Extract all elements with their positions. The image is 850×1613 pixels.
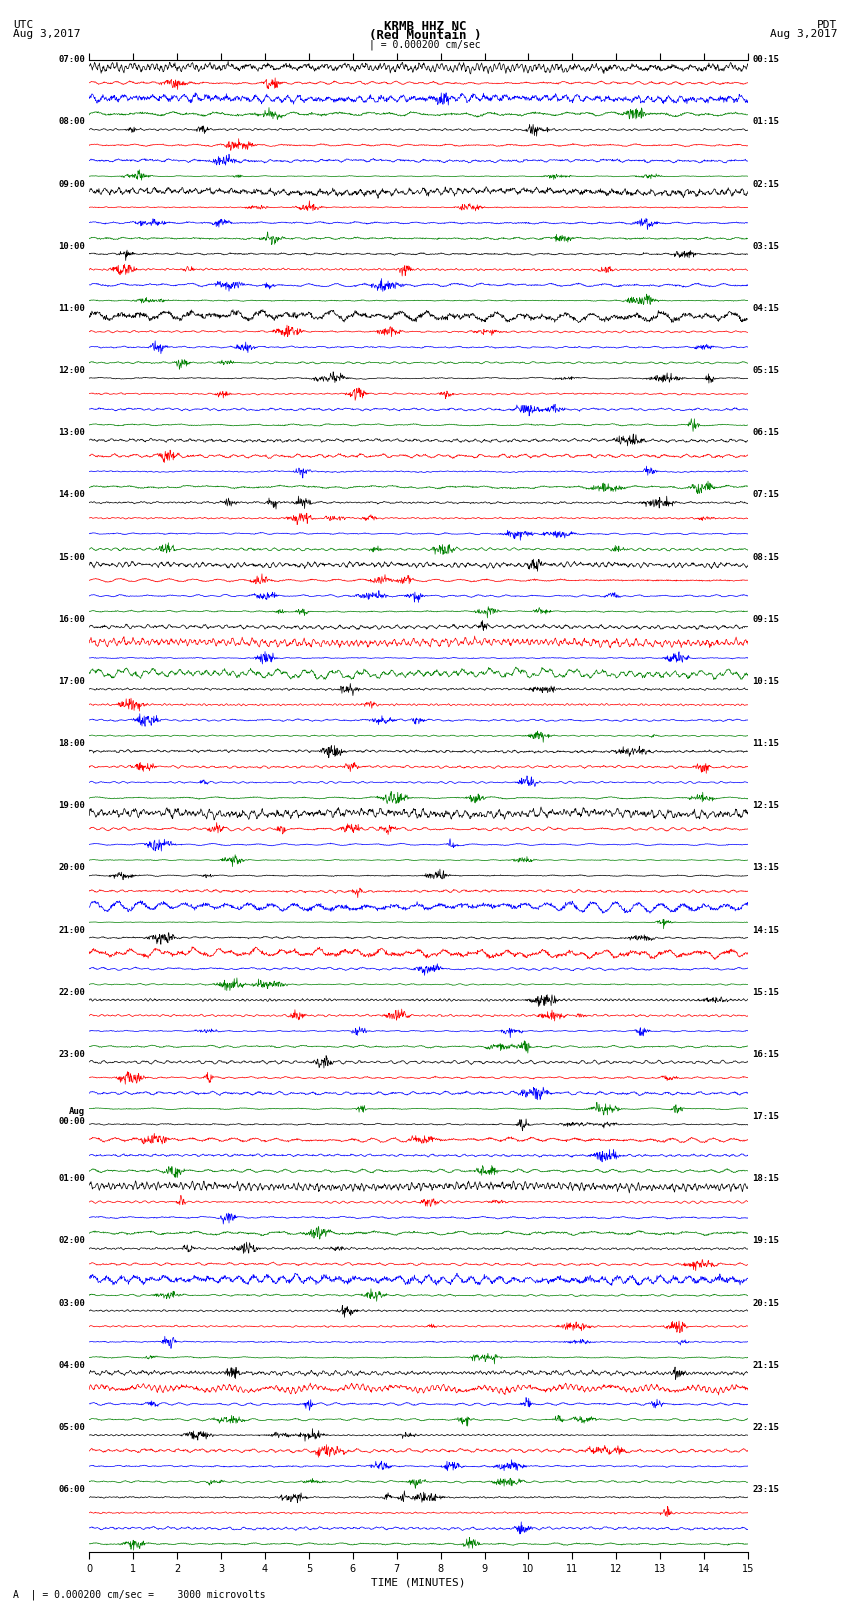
Text: 07:15: 07:15	[752, 490, 779, 500]
Text: 13:15: 13:15	[752, 863, 779, 873]
Text: 15:15: 15:15	[752, 987, 779, 997]
Text: 22:00: 22:00	[58, 987, 85, 997]
Text: 12:15: 12:15	[752, 802, 779, 810]
Text: 21:00: 21:00	[58, 926, 85, 934]
Text: 04:00: 04:00	[58, 1361, 85, 1369]
Text: 15:00: 15:00	[58, 553, 85, 561]
Text: 05:00: 05:00	[58, 1423, 85, 1432]
Text: 03:00: 03:00	[58, 1298, 85, 1308]
Text: 18:00: 18:00	[58, 739, 85, 748]
Text: 19:00: 19:00	[58, 802, 85, 810]
Text: 14:15: 14:15	[752, 926, 779, 934]
Text: 03:15: 03:15	[752, 242, 779, 250]
Text: | = 0.000200 cm/sec: | = 0.000200 cm/sec	[369, 39, 481, 50]
Text: 08:15: 08:15	[752, 553, 779, 561]
Text: 13:00: 13:00	[58, 427, 85, 437]
Text: 05:15: 05:15	[752, 366, 779, 374]
Text: 21:15: 21:15	[752, 1361, 779, 1369]
Text: 00:00: 00:00	[58, 1116, 85, 1126]
Text: 09:00: 09:00	[58, 179, 85, 189]
Text: 16:15: 16:15	[752, 1050, 779, 1058]
Text: 17:00: 17:00	[58, 677, 85, 686]
Text: PDT: PDT	[817, 19, 837, 31]
Text: 10:00: 10:00	[58, 242, 85, 250]
Text: 04:15: 04:15	[752, 303, 779, 313]
Text: (Red Mountain ): (Red Mountain )	[369, 29, 481, 42]
Text: 06:15: 06:15	[752, 427, 779, 437]
Text: 19:15: 19:15	[752, 1237, 779, 1245]
Text: 00:15: 00:15	[752, 55, 779, 65]
Text: 22:15: 22:15	[752, 1423, 779, 1432]
Text: Aug: Aug	[69, 1107, 85, 1116]
Text: KRMB HHZ NC: KRMB HHZ NC	[383, 19, 467, 34]
Text: 02:00: 02:00	[58, 1237, 85, 1245]
Text: UTC: UTC	[13, 19, 33, 31]
Text: 06:00: 06:00	[58, 1486, 85, 1494]
Text: 08:00: 08:00	[58, 118, 85, 126]
Text: 01:15: 01:15	[752, 118, 779, 126]
Text: 18:15: 18:15	[752, 1174, 779, 1184]
Text: 23:00: 23:00	[58, 1050, 85, 1058]
Text: 01:00: 01:00	[58, 1174, 85, 1184]
Text: 16:00: 16:00	[58, 615, 85, 624]
Text: 14:00: 14:00	[58, 490, 85, 500]
Text: 12:00: 12:00	[58, 366, 85, 374]
Text: Aug 3,2017: Aug 3,2017	[13, 29, 80, 39]
Text: 20:15: 20:15	[752, 1298, 779, 1308]
Text: Aug 3,2017: Aug 3,2017	[770, 29, 837, 39]
Text: 20:00: 20:00	[58, 863, 85, 873]
Text: 10:15: 10:15	[752, 677, 779, 686]
Text: 09:15: 09:15	[752, 615, 779, 624]
Text: 17:15: 17:15	[752, 1111, 779, 1121]
X-axis label: TIME (MINUTES): TIME (MINUTES)	[371, 1578, 466, 1587]
Text: 11:15: 11:15	[752, 739, 779, 748]
Text: 02:15: 02:15	[752, 179, 779, 189]
Text: A  | = 0.000200 cm/sec =    3000 microvolts: A | = 0.000200 cm/sec = 3000 microvolts	[13, 1589, 265, 1600]
Text: 23:15: 23:15	[752, 1486, 779, 1494]
Text: 11:00: 11:00	[58, 303, 85, 313]
Text: 07:00: 07:00	[58, 55, 85, 65]
